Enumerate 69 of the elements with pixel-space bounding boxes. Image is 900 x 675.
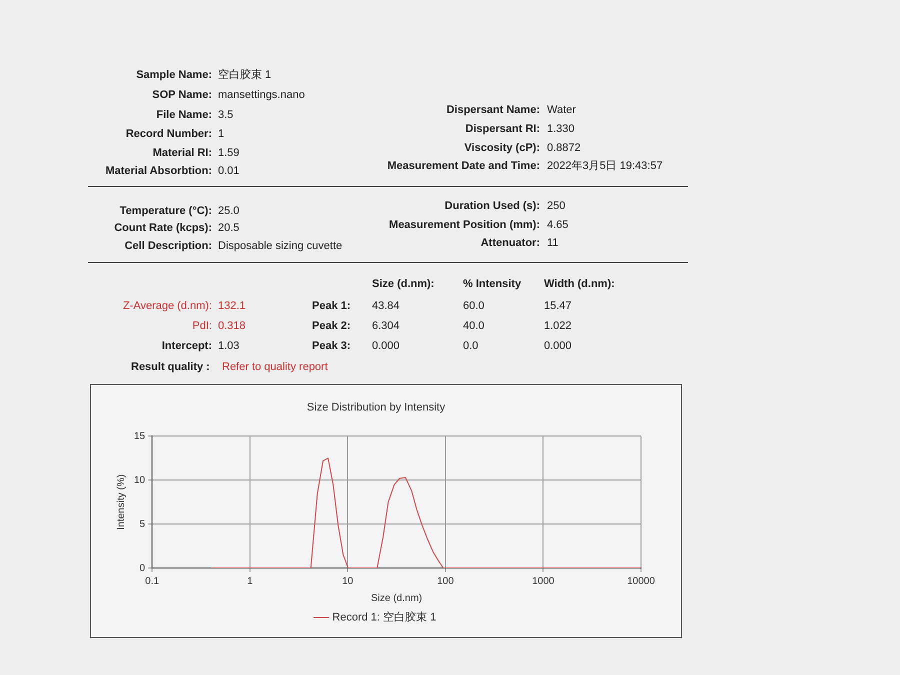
text: % Intensity <box>463 277 522 291</box>
text: PdI: <box>192 319 212 333</box>
y-axis-title: Intensity (%) <box>116 474 127 530</box>
text: 40.0 <box>463 319 484 333</box>
text: SOP Name: <box>152 88 212 102</box>
text: 空白胶束 1 <box>218 68 272 82</box>
text: 0.000 <box>544 339 572 353</box>
text: Attenuator: <box>480 236 540 250</box>
text: 132.1 <box>218 299 246 313</box>
text: Peak 1: <box>312 299 351 313</box>
text: 6.304 <box>372 319 400 333</box>
text: Viscosity (cP): <box>464 141 540 155</box>
text: 1 <box>218 127 224 141</box>
text: 4.65 <box>547 218 568 232</box>
text: 11 <box>547 236 558 250</box>
text: Width (d.nm): <box>544 277 615 291</box>
text: 25.0 <box>218 204 240 218</box>
text: mansettings.nano <box>218 88 305 102</box>
text: 15.47 <box>544 299 572 313</box>
text: 20.5 <box>218 221 240 235</box>
text: 1.022 <box>544 319 572 333</box>
text: Water <box>547 103 576 117</box>
text: Material RI: <box>152 146 212 160</box>
text: Measurement Date and Time: <box>387 159 540 173</box>
text: Disposable sizing cuvette <box>218 239 342 253</box>
text: Record Number: <box>126 127 212 141</box>
text: Result quality : <box>131 360 210 374</box>
text: 43.84 <box>372 299 400 313</box>
text: 1.330 <box>547 122 575 136</box>
x-tick-label: 100 <box>437 576 454 587</box>
text: Measurement Position (mm): <box>389 218 540 232</box>
text: Material Absorbtion: <box>105 164 212 178</box>
x-tick-label: 1000 <box>532 576 555 587</box>
text: 0.318 <box>218 319 246 333</box>
x-tick-label: 10 <box>342 576 354 587</box>
x-axis-title: Size (d.nm) <box>371 592 422 604</box>
text: Sample Name: <box>136 68 212 82</box>
text: Size (d.nm): <box>372 277 434 291</box>
y-tick-label: 0 <box>140 562 146 574</box>
chart-title: Size Distribution by Intensity <box>306 402 446 414</box>
text: Refer to quality report <box>222 360 328 374</box>
text: Dispersant Name: <box>446 103 540 117</box>
y-tick-label: 5 <box>140 518 146 530</box>
y-tick-label: 15 <box>134 430 146 442</box>
text: Z-Average (d.nm): <box>122 299 212 313</box>
text: 2022年3月5日 19:43:57 <box>547 159 663 173</box>
text: 250 <box>547 199 566 213</box>
y-tick-label: 10 <box>134 474 146 486</box>
text: 3.5 <box>218 108 234 122</box>
text: 1.03 <box>218 339 240 353</box>
x-tick-label: 0.1 <box>145 576 160 587</box>
text: 1.59 <box>218 146 240 160</box>
x-tick-label: 10000 <box>627 576 656 587</box>
text: Intercept: <box>162 339 212 353</box>
text: 0.0 <box>463 339 478 353</box>
text: Peak 2: <box>312 319 351 333</box>
text: 60.0 <box>463 299 484 313</box>
text: 0.8872 <box>547 141 581 155</box>
text: File Name: <box>156 108 212 122</box>
text: 0.01 <box>218 164 240 178</box>
text: Peak 3: <box>312 339 351 353</box>
text: Temperature (°C): <box>120 204 212 218</box>
legend-label: Record 1: 空白胶束 1 <box>332 610 436 624</box>
text: 0.000 <box>372 339 400 353</box>
text: Cell Description: <box>124 239 212 253</box>
text: Duration Used (s): <box>444 199 540 213</box>
x-tick-label: 1 <box>247 576 254 587</box>
text: Count Rate (kcps): <box>114 221 212 235</box>
text: Dispersant RI: <box>465 122 540 136</box>
